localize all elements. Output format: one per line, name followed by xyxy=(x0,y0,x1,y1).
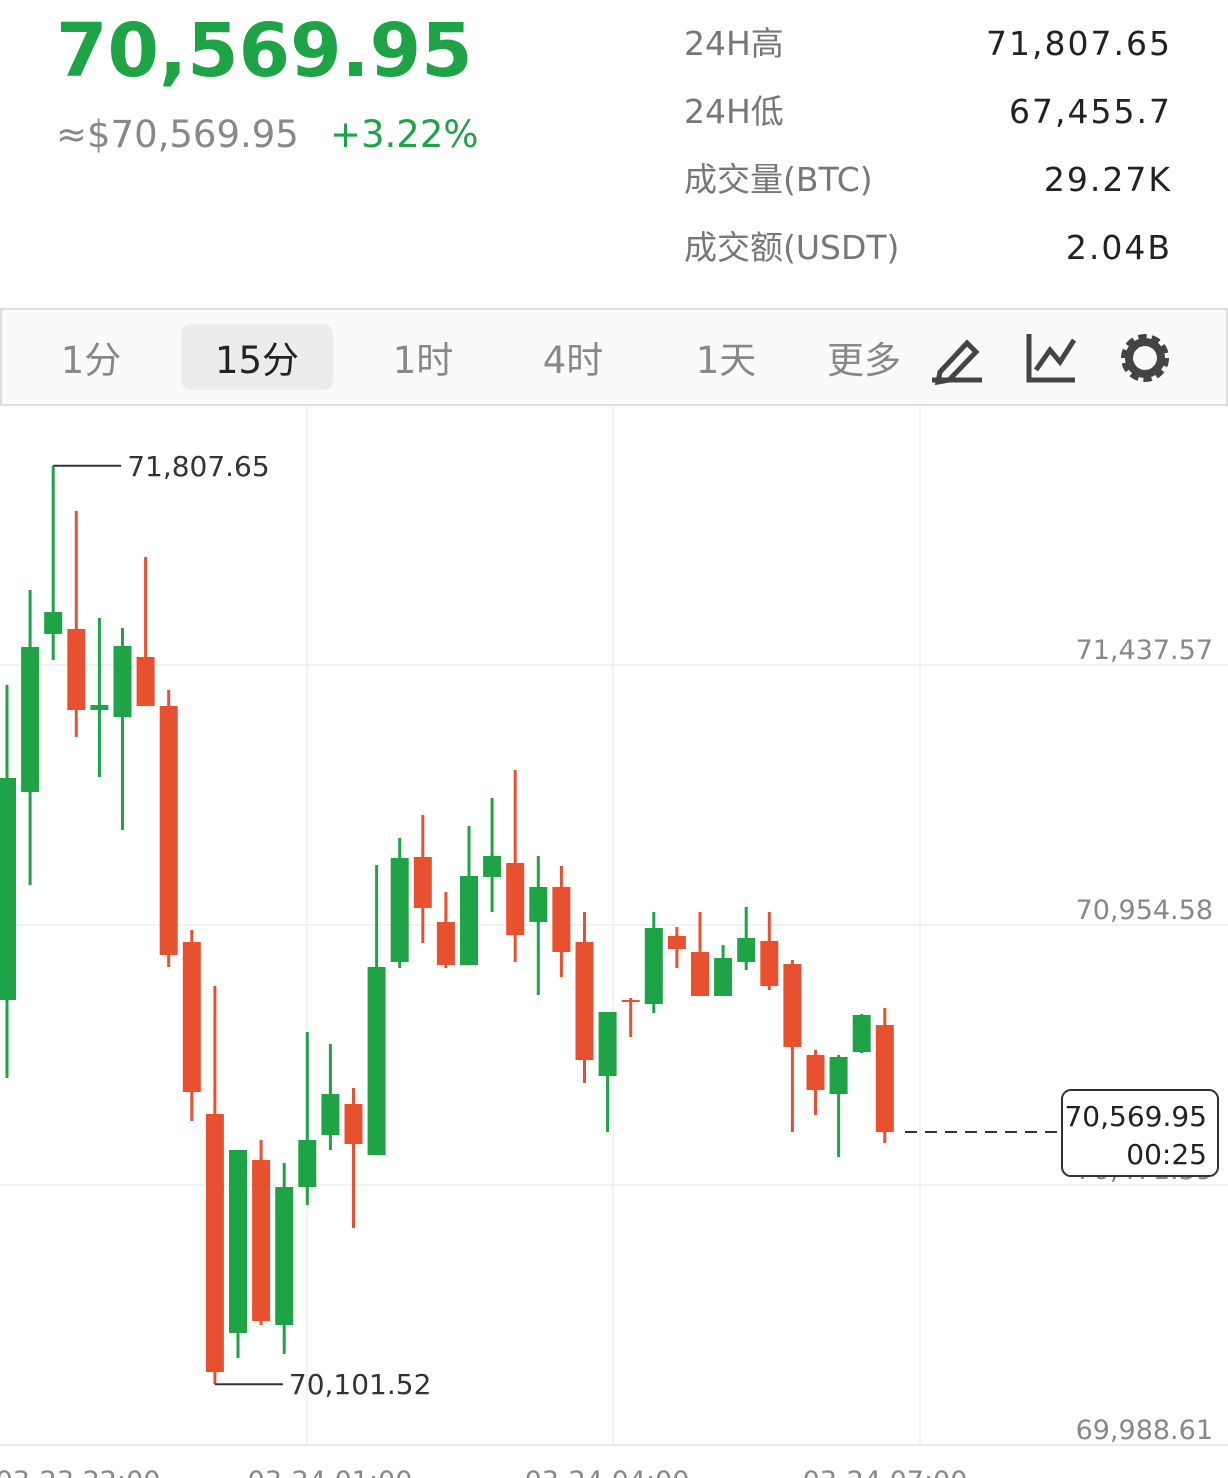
candle-body xyxy=(829,1056,848,1095)
candle-body xyxy=(367,966,386,1156)
settings-icon[interactable] xyxy=(1121,334,1169,382)
stat-value: 2.04B xyxy=(1066,228,1172,267)
stat-label: 24H低 xyxy=(684,92,784,131)
candle-body xyxy=(714,957,733,996)
stat-value: 67,455.7 xyxy=(1009,92,1172,131)
stat-label: 24H高 xyxy=(684,24,784,63)
indicator-icon[interactable] xyxy=(1026,334,1077,383)
candle-body xyxy=(575,942,594,1061)
candle-body xyxy=(806,1054,825,1090)
candle-body xyxy=(852,1014,871,1052)
candle-body xyxy=(182,942,201,1092)
candle-body xyxy=(598,1011,617,1076)
candle-body xyxy=(691,952,709,996)
candle-body xyxy=(760,940,779,986)
candle-body xyxy=(136,656,155,707)
annotation-label: 71,807.65 xyxy=(127,450,270,483)
annotation-label: 70,101.52 xyxy=(289,1368,432,1401)
candle-body xyxy=(460,876,478,965)
candle-body xyxy=(298,1139,317,1187)
candle-body xyxy=(667,935,686,950)
candle-body xyxy=(67,628,86,710)
tab-highlight xyxy=(181,324,333,390)
price: 70,569.95 xyxy=(56,8,473,94)
candle-body xyxy=(344,1103,363,1144)
candle-body xyxy=(252,1160,271,1322)
candle-body xyxy=(21,647,40,792)
x-tick-label: 03-24 07:00 xyxy=(803,1466,968,1478)
interval-tab[interactable]: 更多 xyxy=(827,339,901,382)
candle-body xyxy=(875,1025,894,1133)
y-tick-label: 70,954.58 xyxy=(1076,895,1213,926)
candle-body xyxy=(483,855,502,877)
x-tick-label: 03-24 04:00 xyxy=(525,1466,690,1478)
y-tick-label: 71,437.57 xyxy=(1076,635,1213,666)
chart: 71,437.5770,954.5870,471.5969,988.6103-2… xyxy=(0,450,1228,1478)
usd-price: ≈$70,569.95 xyxy=(56,113,299,156)
draw-icon[interactable] xyxy=(932,339,982,386)
interval-tab[interactable]: 1天 xyxy=(696,339,757,382)
x-tick-label: 03-23 22:00 xyxy=(0,1466,160,1478)
candle-body xyxy=(506,862,525,936)
interval-tab[interactable]: 4时 xyxy=(543,339,604,382)
candle-body xyxy=(321,1094,340,1135)
candle-body xyxy=(390,857,409,962)
candle-body xyxy=(529,886,548,922)
x-tick-label: 03-24 01:00 xyxy=(248,1466,413,1478)
candle-body xyxy=(205,1113,224,1373)
tabs: 1分 15分 1时 4时 1天 更多 xyxy=(61,339,901,382)
interval-tab[interactable]: 15分 xyxy=(215,339,299,382)
candle-body xyxy=(737,938,756,962)
candle-body xyxy=(552,886,571,953)
candle-body xyxy=(436,921,455,965)
stat-value: 29.27K xyxy=(1044,160,1172,199)
candle-body xyxy=(90,704,109,710)
interval-tab[interactable]: 1时 xyxy=(393,339,454,382)
candle-body xyxy=(275,1186,294,1326)
y-tick-label: 69,988.61 xyxy=(1076,1415,1213,1446)
candle-body xyxy=(229,1150,247,1333)
candle-body xyxy=(783,964,802,1047)
countdown: 00:25 xyxy=(1126,1138,1207,1171)
stat-value: 71,807.65 xyxy=(986,24,1172,63)
candle-body xyxy=(113,645,132,717)
candle-body xyxy=(644,928,663,1005)
interval-tab[interactable]: 1分 xyxy=(61,339,122,382)
last-price-label: 70,569.95 xyxy=(1064,1100,1207,1133)
last-price-box xyxy=(1061,1089,1219,1178)
candle-body xyxy=(159,706,178,955)
candle-body xyxy=(0,777,16,1000)
candle-body xyxy=(44,612,63,634)
change: +3.22% xyxy=(330,113,479,156)
candle-body xyxy=(413,857,432,908)
stat-label: 成交额(USDT) xyxy=(684,228,899,267)
candle-body xyxy=(621,999,640,1002)
stat-label: 成交量(BTC) xyxy=(684,160,873,199)
stats: 24H高 71,807.65 24H低 67,455.7 成交量(BTC) 29.27K 成… xyxy=(684,24,1172,267)
